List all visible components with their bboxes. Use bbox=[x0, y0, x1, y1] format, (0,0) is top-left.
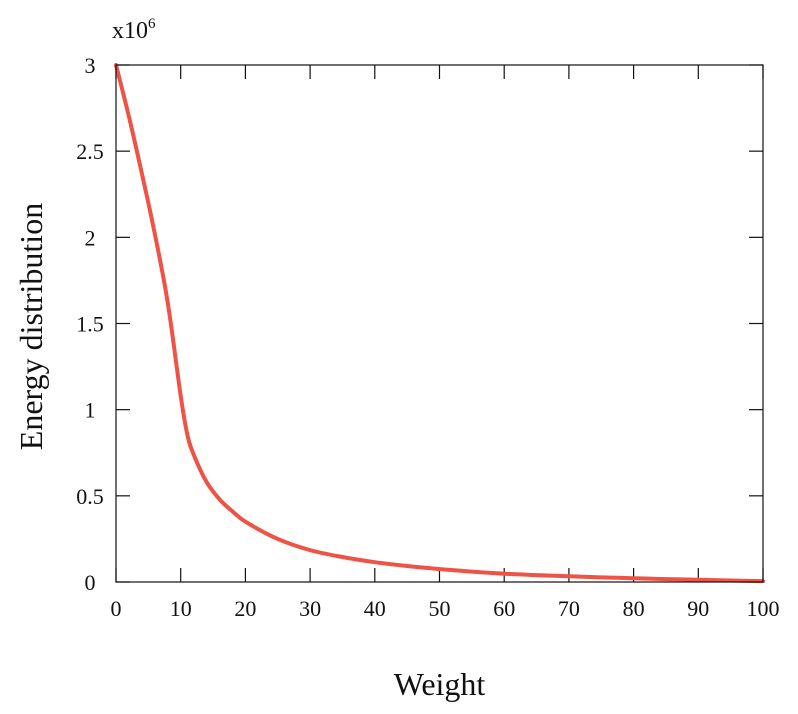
y-tick-label: 0 bbox=[85, 570, 96, 595]
x-tick-label: 90 bbox=[687, 596, 709, 621]
y-tick-label: 1 bbox=[85, 398, 96, 423]
tick-layer bbox=[115, 64, 764, 583]
y-axis-multiplier: x106 bbox=[112, 16, 156, 44]
x-tick-label: 20 bbox=[234, 596, 256, 621]
series-layer bbox=[114, 63, 765, 584]
y-tick-label: 0.5 bbox=[76, 484, 104, 509]
x-tick-label: 50 bbox=[429, 596, 451, 621]
tick-label-layer: 0 10 20 30 40 50 60 70 80 90 100 0 0.5 1 1.5 2 2.5 3 bbox=[76, 53, 779, 621]
y-axis-title: Energy distribution bbox=[13, 203, 49, 450]
x-tick-label: 0 bbox=[111, 596, 122, 621]
y-tick-label: 1.5 bbox=[76, 312, 104, 337]
x-tick-label: 80 bbox=[623, 596, 645, 621]
x-tick-label: 40 bbox=[364, 596, 386, 621]
y-multiplier-base: x10 bbox=[112, 18, 148, 44]
x-axis-title: Weight bbox=[394, 666, 486, 702]
x-tick-label: 10 bbox=[170, 596, 192, 621]
x-tick-label: 70 bbox=[558, 596, 580, 621]
y-tick-label: 3 bbox=[85, 53, 96, 78]
plot-frame bbox=[115, 64, 764, 583]
x-tick-label: 60 bbox=[493, 596, 515, 621]
energy-series-line bbox=[114, 63, 765, 584]
y-tick-label: 2 bbox=[85, 225, 96, 250]
y-tick-label: 2.5 bbox=[76, 139, 104, 164]
y-multiplier-exponent: 6 bbox=[148, 16, 156, 32]
x-tick-label: 100 bbox=[747, 596, 780, 621]
x-tick-label: 30 bbox=[299, 596, 321, 621]
